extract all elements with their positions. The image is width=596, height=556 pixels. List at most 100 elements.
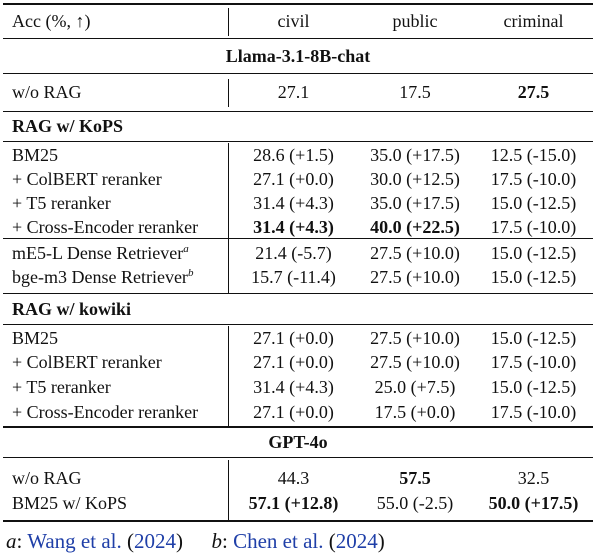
kowiki-title-rule — [3, 324, 593, 325]
cell-public: 17.5 (+0.0) — [374, 402, 456, 422]
header-row: Acc (%, ↑) civil public criminal — [3, 8, 593, 34]
cell-public: 27.5 (+10.0) — [370, 352, 460, 372]
col-separator — [228, 143, 229, 293]
citation-year-wang[interactable]: 2024 — [134, 529, 176, 553]
llama-title-rule — [3, 73, 593, 74]
table-row: + ColBERT reranker 27.1 (+0.0) 27.5 (+10… — [3, 349, 593, 375]
cell-public: 55.0 (-2.5) — [376, 493, 454, 513]
kops-section-title: RAG w/ KoPS — [3, 113, 593, 139]
cell-criminal: 17.5 (-10.0) — [490, 217, 577, 237]
header-rule — [3, 38, 593, 39]
cell-public: 57.5 — [399, 468, 431, 488]
citation-link-wang[interactable]: Wang et al. — [27, 529, 122, 553]
row-label: + T5 reranker — [12, 377, 111, 397]
cell-civil: 27.1 (+0.0) — [253, 169, 334, 189]
cell-civil: 57.1 (+12.8) — [248, 493, 339, 513]
cell-criminal: 15.0 (-12.5) — [490, 267, 577, 287]
footnote-sep-a: : — [16, 529, 28, 553]
col-header-civil: civil — [277, 11, 310, 31]
cell-public: 30.0 (+12.5) — [370, 169, 460, 189]
row-label: w/o RAG — [12, 468, 82, 488]
cell-criminal: 32.5 — [517, 468, 550, 488]
cell-public: 17.5 — [399, 82, 431, 102]
row-label: + T5 reranker — [12, 193, 111, 213]
row-label-text: bge-m3 Dense Retriever — [12, 267, 188, 287]
col-header-criminal: criminal — [503, 11, 564, 31]
cell-civil: 27.1 — [277, 82, 310, 102]
table-row: mE5-L Dense Retrievera 21.4 (-5.7) 27.5 … — [3, 240, 593, 266]
row-label: + Cross-Encoder reranker — [12, 402, 199, 422]
cell-public: 40.0 (+22.5) — [370, 217, 460, 237]
cell-civil: 21.4 (-5.7) — [255, 243, 332, 263]
cell-criminal: 15.0 (-12.5) — [490, 193, 577, 213]
cell-criminal: 17.5 (-10.0) — [490, 169, 577, 189]
col-separator — [228, 326, 229, 426]
cell-criminal: 12.5 (-15.0) — [490, 145, 577, 165]
cell-criminal: 15.0 (-12.5) — [490, 328, 577, 348]
cell-civil: 31.4 (+4.3) — [253, 193, 334, 213]
footnote-key-a: a — [6, 529, 17, 553]
row-label: BM25 w/ KoPS — [12, 493, 128, 513]
cell-civil: 27.1 (+0.0) — [253, 402, 334, 422]
row-label: BM25 — [12, 328, 59, 348]
cell-civil: 44.3 — [277, 468, 310, 488]
bottom-rule — [3, 520, 593, 522]
footnote-marker: b — [187, 267, 194, 279]
row-label: + ColBERT reranker — [12, 352, 162, 372]
table-row: + Cross-Encoder reranker 27.1 (+0.0) 17.… — [3, 399, 593, 425]
kowiki-section-title: RAG w/ kowiki — [3, 296, 593, 322]
table-footnote: a: Wang et al. (2024) b: Chen et al. (20… — [6, 529, 385, 553]
gpt-title-rule — [3, 457, 593, 458]
llama-section-title: Llama-3.1-8B-chat — [225, 46, 371, 66]
col-header-public: public — [392, 11, 438, 31]
citation-year-chen[interactable]: 2024 — [335, 529, 378, 553]
cell-civil: 27.1 (+0.0) — [253, 328, 334, 348]
worag-rule — [3, 111, 593, 112]
table-row: BM25 w/ KoPS 57.1 (+12.8) 55.0 (-2.5) 50… — [3, 490, 593, 516]
kowiki-end-rule — [3, 426, 593, 428]
cell-civil: 31.4 (+4.3) — [253, 377, 334, 397]
row-label: mE5-L Dense Retrievera — [12, 240, 189, 266]
footnote-marker: a — [183, 243, 189, 255]
cell-public: 27.5 (+10.0) — [370, 243, 460, 263]
table-row: BM25 27.1 (+0.0) 27.5 (+10.0) 15.0 (-12.… — [3, 325, 593, 351]
table-row: + ColBERT reranker 27.1 (+0.0) 30.0 (+12… — [3, 166, 593, 192]
col-separator — [228, 8, 229, 36]
row-label: w/o RAG — [12, 82, 82, 102]
cell-public: 27.5 (+10.0) — [370, 267, 460, 287]
cell-civil: 28.6 (+1.5) — [253, 145, 334, 165]
row-label-text: mE5-L Dense Retriever — [12, 243, 184, 263]
dense-end-rule — [3, 293, 593, 294]
cell-public: 25.0 (+7.5) — [374, 377, 456, 397]
table-row: + T5 reranker 31.4 (+4.3) 35.0 (+17.5) 1… — [3, 190, 593, 216]
kops-section-label: RAG w/ KoPS — [12, 116, 124, 136]
cell-public: 35.0 (+17.5) — [370, 145, 460, 165]
row-label: + ColBERT reranker — [12, 169, 162, 189]
cell-criminal: 17.5 (-10.0) — [490, 352, 577, 372]
table-row: bge-m3 Dense Retrieverb 15.7 (-11.4) 27.… — [3, 264, 593, 290]
cell-criminal: 50.0 (+17.5) — [488, 493, 579, 513]
kops-title-rule — [3, 141, 593, 142]
footnote-sep-b: : — [222, 529, 234, 553]
table-row: + T5 reranker 31.4 (+4.3) 25.0 (+7.5) 15… — [3, 374, 593, 400]
table-row: BM25 28.6 (+1.5) 35.0 (+17.5) 12.5 (-15.… — [3, 142, 593, 168]
row-label: bge-m3 Dense Retrieverb — [12, 264, 193, 290]
cell-public: 35.0 (+17.5) — [370, 193, 460, 213]
row-label: BM25 — [12, 145, 59, 165]
col-separator — [228, 460, 229, 520]
row-label: + Cross-Encoder reranker — [12, 217, 199, 237]
metric-header: Acc (%, ↑) — [12, 11, 91, 31]
cell-criminal: 15.0 (-12.5) — [490, 377, 577, 397]
top-rule — [3, 3, 593, 5]
cell-criminal: 17.5 (-10.0) — [490, 402, 577, 422]
table-row: w/o RAG 44.3 57.5 32.5 — [3, 465, 593, 491]
cell-public: 27.5 (+10.0) — [370, 328, 460, 348]
cell-civil: 31.4 (+4.3) — [253, 217, 334, 237]
kops-dense-rule — [3, 238, 593, 239]
cell-criminal: 27.5 — [517, 82, 550, 102]
citation-link-chen[interactable]: Chen et al. — [233, 529, 324, 553]
gpt-section-title: GPT-4o — [268, 432, 328, 452]
table-row: + Cross-Encoder reranker 31.4 (+4.3) 40.… — [3, 214, 593, 240]
cell-civil: 27.1 (+0.0) — [253, 352, 334, 372]
footnote-key-b: b — [211, 529, 223, 553]
